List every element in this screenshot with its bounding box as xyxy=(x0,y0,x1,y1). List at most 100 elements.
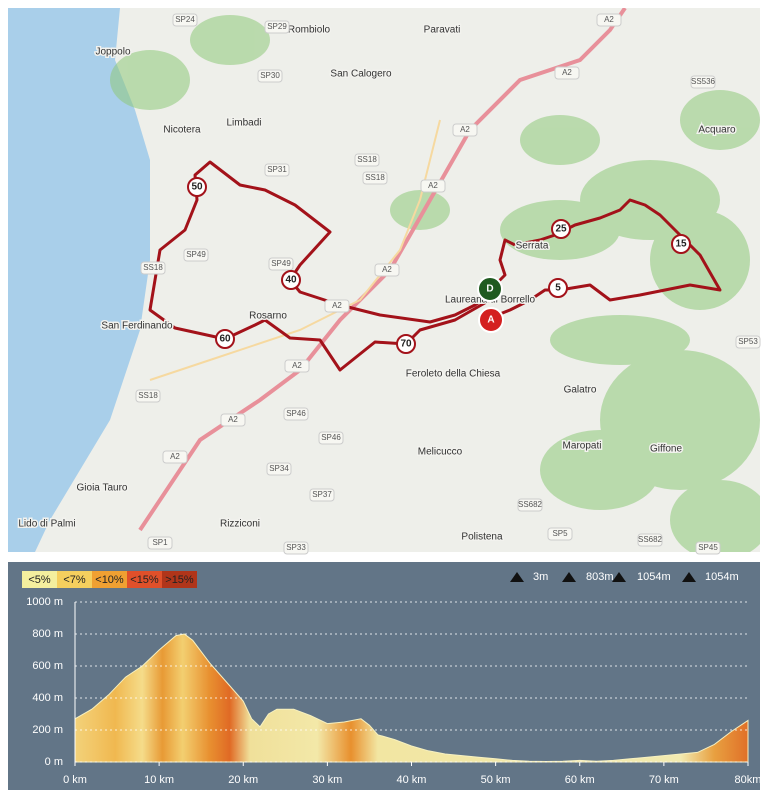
x-tick-label: 10 km xyxy=(144,774,174,786)
x-tick-label: 30 km xyxy=(312,774,342,786)
place-label: Melicucco xyxy=(418,447,463,458)
road-shield xyxy=(324,299,350,313)
km-marker xyxy=(187,177,207,197)
x-tick-label: 50 km xyxy=(481,774,511,786)
x-tick-label: 60 km xyxy=(565,774,595,786)
place-label: Joppolo xyxy=(95,47,130,58)
road-shield xyxy=(268,257,294,271)
x-tick-label: 0 km xyxy=(63,774,87,786)
place-label: Paravati xyxy=(424,25,461,36)
road-label: SS682 xyxy=(638,535,663,544)
legend-label: <5% xyxy=(28,574,51,586)
km-marker-label: 5 xyxy=(555,283,561,294)
road-label: SS682 xyxy=(518,500,543,509)
road-shield xyxy=(637,533,663,547)
road-shield xyxy=(547,527,573,541)
km-marker xyxy=(396,334,416,354)
road-label: SS18 xyxy=(365,173,385,182)
place-label: Limbadi xyxy=(226,118,261,129)
road-label: SP45 xyxy=(698,543,718,552)
road-label: SP53 xyxy=(738,337,758,346)
end-marker xyxy=(477,276,503,302)
road-shield xyxy=(735,335,761,349)
legend-label: <15% xyxy=(130,574,159,586)
road-shield xyxy=(309,488,335,502)
place-label: Lido di Palmi xyxy=(18,519,75,530)
legend-swatch xyxy=(162,571,197,588)
road-label: SP30 xyxy=(260,71,280,80)
road-label: SP49 xyxy=(271,259,291,268)
road-shield xyxy=(596,13,622,27)
road-label: A2 xyxy=(332,301,342,310)
road-shield xyxy=(147,536,173,550)
road-shield xyxy=(183,248,209,262)
road-label: A2 xyxy=(228,415,238,424)
road-label: A2 xyxy=(562,68,572,77)
road-shield xyxy=(690,75,716,89)
road-label: SP37 xyxy=(312,490,332,499)
road-label: A2 xyxy=(460,125,470,134)
road-shield xyxy=(362,171,388,185)
road-label: SP33 xyxy=(286,543,306,552)
stat-icon xyxy=(562,572,576,582)
road-shield xyxy=(374,263,400,277)
y-tick-label: 600 m xyxy=(32,660,63,672)
legend-label: <10% xyxy=(95,574,124,586)
road-shield xyxy=(264,163,290,177)
road-label: A2 xyxy=(292,361,302,370)
highway xyxy=(138,8,627,532)
road-label: SP31 xyxy=(267,165,287,174)
x-tick-label: 20 km xyxy=(228,774,258,786)
y-tick-label: 200 m xyxy=(32,724,63,736)
end-marker-label: D xyxy=(486,284,493,295)
road-label: SP29 xyxy=(267,22,287,31)
road-label: SS18 xyxy=(138,391,158,400)
km-marker xyxy=(548,278,568,298)
km-marker-label: 60 xyxy=(219,334,231,345)
road xyxy=(149,119,441,381)
stat-icon xyxy=(510,572,524,582)
km-marker-label: 70 xyxy=(400,339,412,350)
road-shield xyxy=(695,541,721,555)
road-label: SS536 xyxy=(691,77,716,86)
legend-label: <7% xyxy=(63,574,86,586)
km-marker xyxy=(551,219,571,239)
road-shield xyxy=(420,179,446,193)
sea xyxy=(8,8,150,552)
map xyxy=(8,8,760,552)
y-tick-label: 0 m xyxy=(45,756,63,768)
stat-value: 1054m xyxy=(637,571,671,583)
start-marker-label: A xyxy=(487,315,494,326)
road-shield xyxy=(284,359,310,373)
place-label: Rombiolo xyxy=(288,25,331,36)
place-label: Nicotera xyxy=(163,125,201,136)
place-label: Acquaro xyxy=(698,125,736,136)
road-label: A2 xyxy=(604,15,614,24)
place-label: Maropati xyxy=(563,441,602,452)
road-shield xyxy=(517,498,543,512)
km-marker xyxy=(671,234,691,254)
place-label: Gioia Tauro xyxy=(77,483,128,494)
stat-icon xyxy=(612,572,626,582)
place-label: Giffone xyxy=(650,444,682,455)
place-label: Rizziconi xyxy=(220,519,260,530)
road-label: SP34 xyxy=(269,464,289,473)
road-shield xyxy=(283,541,309,555)
road-label: SP5 xyxy=(552,529,568,538)
road-label: SP49 xyxy=(186,250,206,259)
route xyxy=(148,160,722,372)
road-shield xyxy=(220,413,246,427)
place-label: Galatro xyxy=(564,385,597,396)
road-shield xyxy=(162,450,188,464)
stat-icon xyxy=(682,572,696,582)
road-label: SS18 xyxy=(143,263,163,272)
road-shield xyxy=(554,66,580,80)
road-label: SS18 xyxy=(357,155,377,164)
km-marker-label: 25 xyxy=(555,224,567,235)
road-shield xyxy=(172,13,198,27)
place-label: Rosarno xyxy=(249,311,287,322)
km-marker-label: 50 xyxy=(191,182,203,193)
legend-swatch xyxy=(127,571,162,588)
